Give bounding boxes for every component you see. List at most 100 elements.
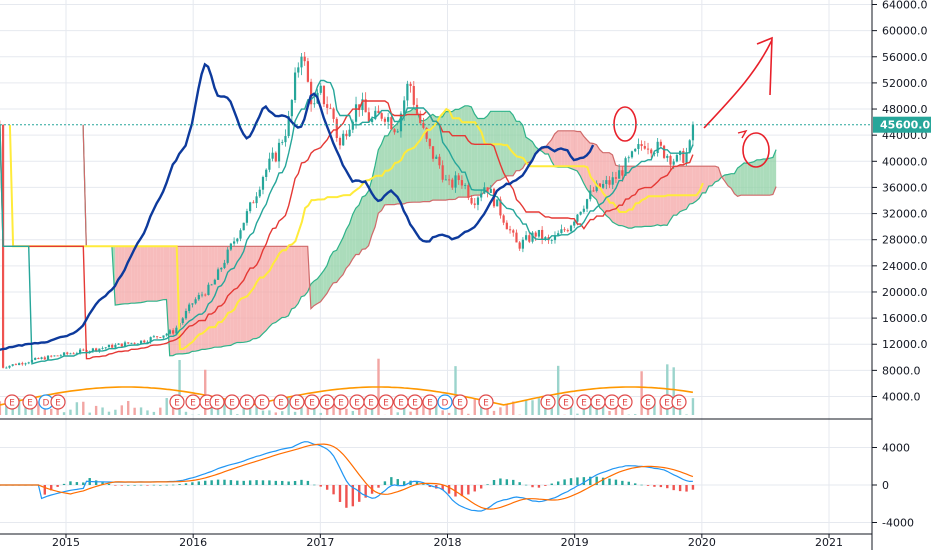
volume-bar bbox=[0, 401, 1, 415]
macd-histogram-bar bbox=[320, 485, 322, 487]
earnings-marker-label: E bbox=[259, 399, 265, 409]
candle bbox=[28, 362, 30, 363]
candle bbox=[130, 343, 132, 344]
ichimoku-cloud bbox=[491, 111, 494, 187]
ichimoku-cloud bbox=[497, 111, 500, 180]
candle bbox=[233, 241, 235, 243]
macd-histogram-bar bbox=[512, 480, 514, 485]
candle bbox=[140, 341, 142, 344]
candle bbox=[409, 84, 411, 86]
volume-bar bbox=[352, 411, 354, 415]
candle bbox=[454, 175, 456, 187]
macd-histogram-bar bbox=[499, 478, 501, 485]
candle bbox=[503, 215, 505, 222]
volume-bar bbox=[153, 412, 155, 415]
candle bbox=[8, 366, 10, 368]
volume-bar bbox=[538, 398, 540, 415]
candle bbox=[628, 157, 630, 158]
candle bbox=[496, 199, 498, 206]
dividend-marker-label: D bbox=[43, 399, 50, 409]
price-axis-tick-label: 36000.0 bbox=[882, 181, 928, 194]
ichimoku-cloud bbox=[417, 110, 420, 202]
candle bbox=[480, 194, 482, 198]
ichimoku-cloud bbox=[677, 166, 680, 215]
candle bbox=[223, 263, 225, 268]
ichimoku-cloud bbox=[516, 121, 519, 170]
ichimoku-cloud bbox=[183, 246, 186, 354]
candle bbox=[50, 356, 52, 357]
macd-histogram-bar bbox=[313, 485, 315, 486]
macd-histogram-bar bbox=[647, 485, 649, 486]
candle bbox=[397, 131, 399, 132]
macd-histogram-bar bbox=[474, 485, 476, 491]
price-axis-tick-label: 28000.0 bbox=[882, 234, 928, 247]
macd-histogram-bar bbox=[166, 485, 168, 486]
macd-histogram-bar bbox=[133, 485, 135, 486]
ichimoku-cloud bbox=[507, 111, 510, 176]
ichimoku-cloud bbox=[189, 246, 192, 353]
volume-bar bbox=[474, 398, 476, 415]
candle bbox=[349, 130, 351, 136]
candle bbox=[307, 61, 309, 82]
macd-histogram-bar bbox=[255, 480, 257, 485]
candle bbox=[114, 345, 116, 348]
candle bbox=[506, 223, 508, 230]
candle bbox=[278, 143, 280, 162]
candle bbox=[641, 144, 643, 146]
ichimoku-cloud bbox=[170, 246, 173, 355]
candle bbox=[111, 345, 113, 348]
candle bbox=[47, 356, 49, 360]
time-axis-tick-label: 2021 bbox=[815, 536, 843, 549]
volume-bar bbox=[467, 414, 469, 415]
ichimoku-cloud bbox=[519, 121, 522, 170]
ichimoku-cloud bbox=[138, 246, 141, 303]
ichimoku-cloud bbox=[744, 163, 747, 195]
candle bbox=[259, 190, 261, 197]
ichimoku-cloud bbox=[378, 144, 381, 213]
candle bbox=[464, 185, 466, 186]
macd-axis-tick-label: 0 bbox=[882, 479, 889, 492]
macd-histogram-bar bbox=[640, 485, 642, 486]
candle bbox=[162, 335, 164, 337]
candle bbox=[442, 165, 444, 179]
ichimoku-cloud bbox=[244, 246, 247, 342]
dividend-marker-label: D bbox=[442, 399, 449, 409]
price-axis-tick-label: 40000.0 bbox=[882, 155, 928, 168]
candle bbox=[57, 356, 59, 357]
macd-histogram-bar bbox=[615, 480, 617, 485]
earnings-marker-label: E bbox=[595, 399, 601, 409]
candle bbox=[580, 212, 582, 215]
candle bbox=[400, 114, 402, 132]
ichimoku-cloud bbox=[333, 250, 336, 283]
ichimoku-cloud bbox=[234, 246, 237, 343]
candle bbox=[602, 184, 604, 188]
macd-histogram-bar bbox=[204, 481, 206, 485]
candle bbox=[207, 285, 209, 295]
volume-bar bbox=[114, 410, 116, 415]
earnings-marker-label: E bbox=[383, 399, 389, 409]
candle bbox=[458, 175, 460, 180]
candle bbox=[326, 104, 328, 108]
candle bbox=[227, 250, 229, 263]
ichimoku-cloud bbox=[638, 166, 641, 227]
candle bbox=[461, 180, 463, 185]
price-axis-tick-label: 4000.0 bbox=[882, 391, 921, 404]
macd-histogram-bar bbox=[185, 483, 187, 485]
candle bbox=[618, 170, 620, 178]
ichimoku-cloud bbox=[321, 271, 324, 302]
candle bbox=[605, 180, 607, 184]
ichimoku-cloud bbox=[741, 163, 744, 195]
candle bbox=[608, 180, 610, 185]
volume-bar bbox=[294, 412, 296, 415]
candle bbox=[650, 150, 652, 154]
candle bbox=[272, 153, 274, 159]
macd-histogram-bar bbox=[178, 484, 180, 485]
macd-histogram-bar bbox=[538, 485, 540, 488]
ichimoku-cloud bbox=[670, 166, 673, 220]
volume-bar bbox=[621, 409, 623, 415]
ichimoku-cloud bbox=[279, 246, 282, 320]
volume-bar bbox=[185, 412, 187, 415]
macd-histogram-bar bbox=[531, 485, 533, 487]
